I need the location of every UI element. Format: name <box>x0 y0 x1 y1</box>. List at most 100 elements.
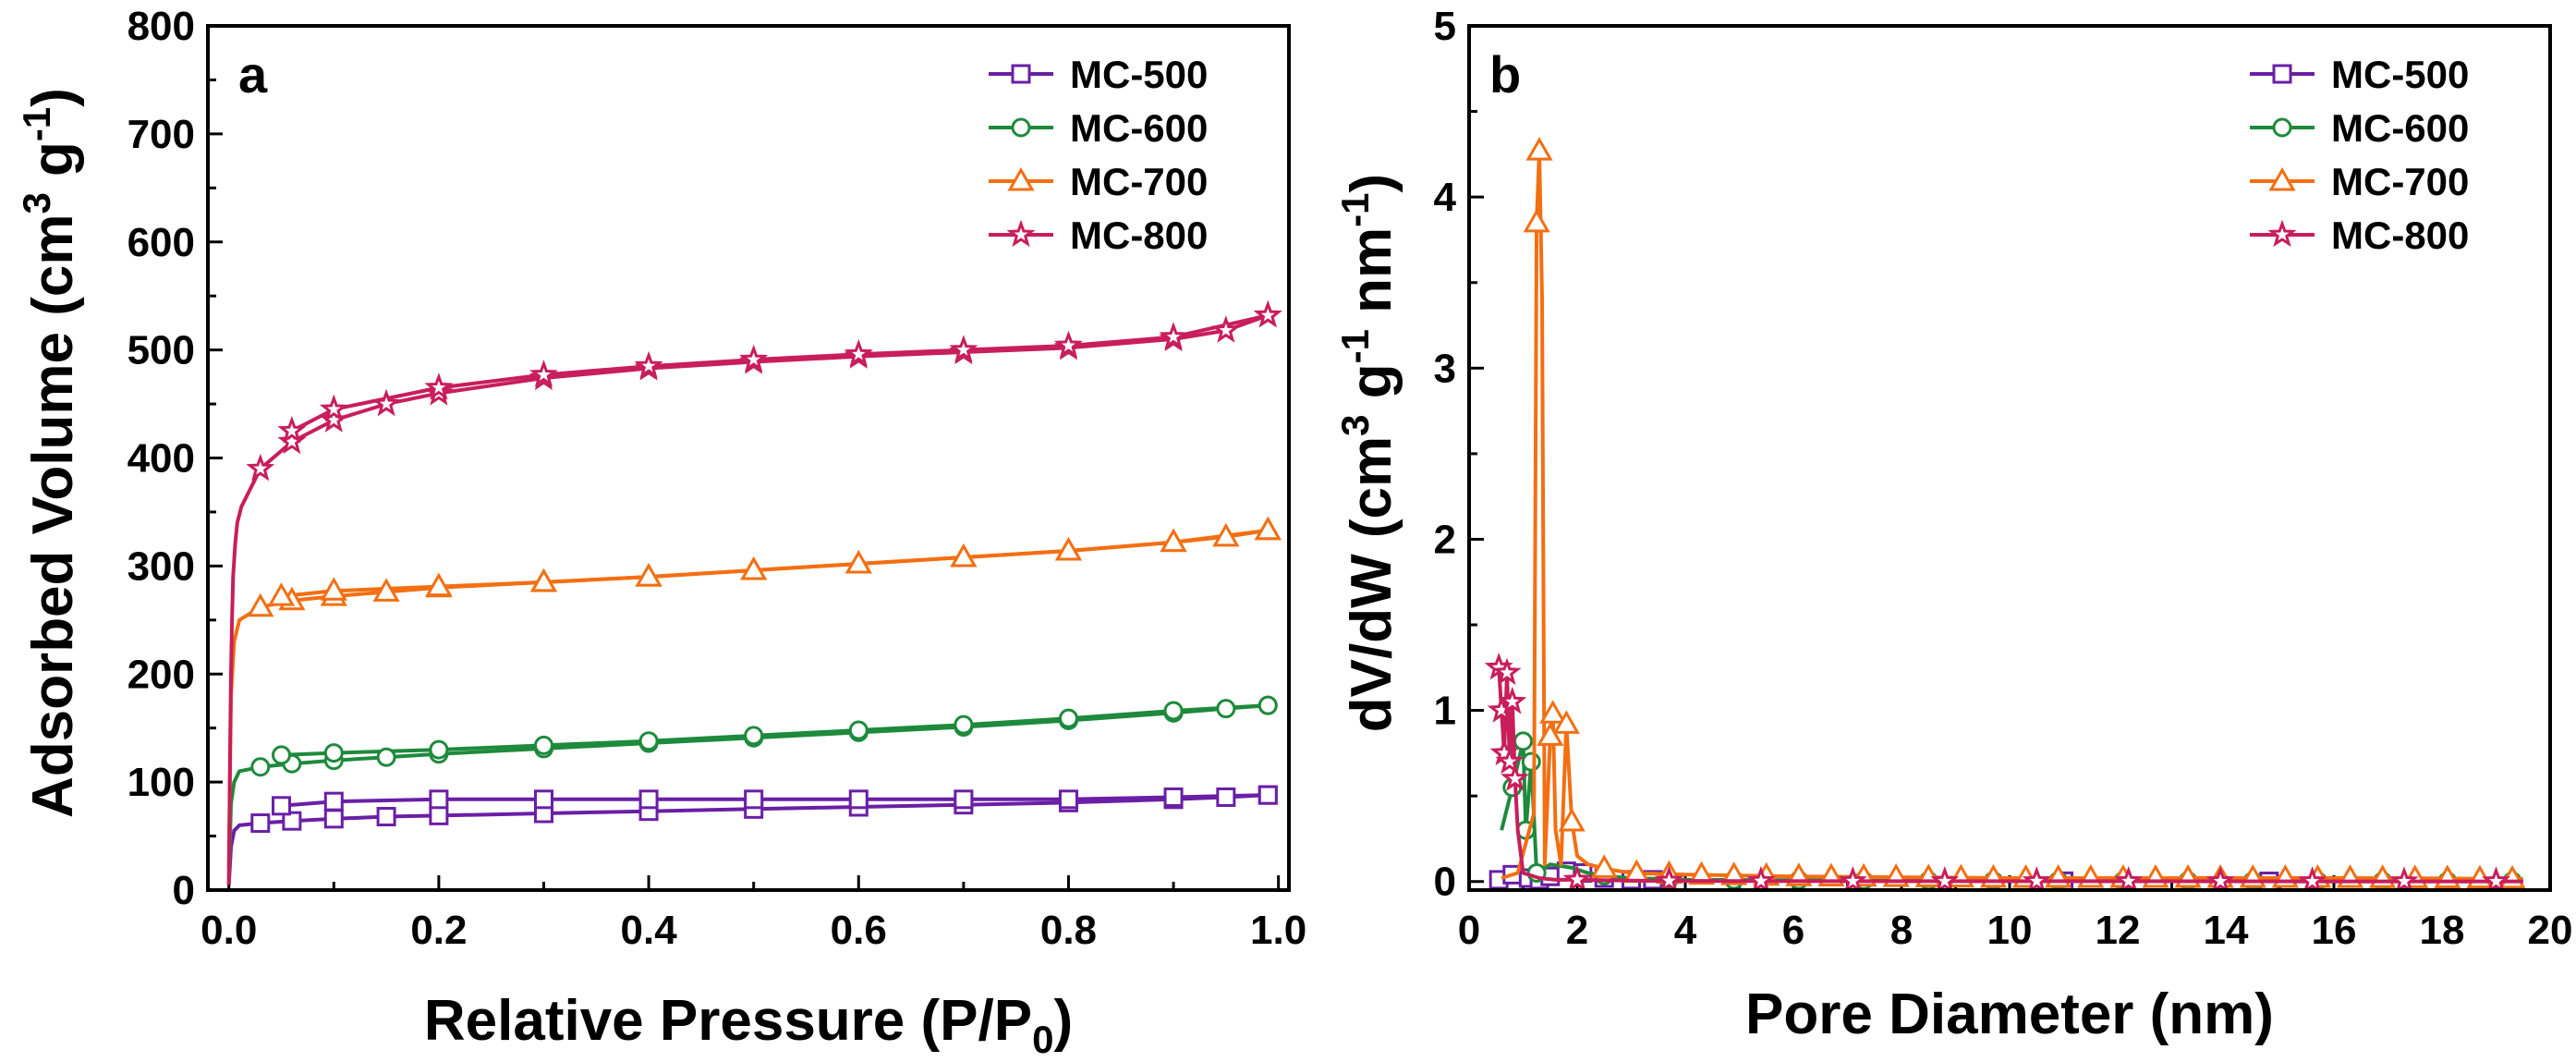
mc-600-adsorption-line <box>226 703 1269 880</box>
legend-label: MC-600 <box>2331 106 2469 150</box>
mc-700-point <box>372 578 400 602</box>
panel-b-x-tick-labels: 0 2 4 6 8 10 12 14 16 18 20 <box>1458 908 2573 953</box>
legend-marker <box>1006 219 1036 248</box>
mc-800-point <box>246 453 275 482</box>
series-mc-800 <box>226 299 1282 885</box>
y-tick-label: 3 <box>1434 346 1456 391</box>
mc-700-point <box>1687 861 1716 885</box>
mc-500-point <box>323 791 344 812</box>
mc-500-point <box>1058 789 1078 810</box>
legend-item-mc-600: MC-600 <box>989 106 1208 150</box>
legend-item-mc-800: MC-800 <box>989 214 1208 257</box>
mc-600-point <box>744 726 764 746</box>
mc-500-point <box>638 789 659 810</box>
mc-700-point <box>635 563 662 587</box>
mc-500-point <box>282 811 302 831</box>
mc-800-point <box>1746 865 1776 890</box>
legend-marker <box>2272 64 2292 84</box>
mc-600-point <box>250 757 271 777</box>
mc-800-point <box>1498 686 1527 714</box>
legend-marker <box>2272 117 2292 138</box>
mc-500-point <box>250 813 271 834</box>
mc-800-distribution-line <box>1497 667 2523 884</box>
mc-600-point <box>272 745 292 765</box>
x-tick-label: 2 <box>1566 908 1588 953</box>
mc-800-point <box>1930 866 1960 890</box>
legend-marker <box>2267 219 2297 248</box>
legend-label: MC-800 <box>1070 214 1208 257</box>
series-mc-500 <box>226 785 1278 885</box>
mc-800-point <box>1159 322 1188 349</box>
mc-700-point <box>1539 700 1567 724</box>
mc-600-point <box>1258 695 1278 715</box>
mc-800-adsorption-line <box>226 313 1269 885</box>
mc-700-point <box>740 556 768 580</box>
panel-a-letter: a <box>238 45 268 104</box>
x-tick-label: 16 <box>2312 908 2357 953</box>
mc-600-point <box>1163 701 1184 721</box>
y-tick-label: 800 <box>128 4 195 49</box>
panel-b-series <box>1484 137 2526 890</box>
mc-700-point <box>1254 516 1282 541</box>
mc-600-distribution-line <box>1500 739 2523 884</box>
mc-500-point <box>429 805 449 825</box>
mc-700-point <box>529 568 558 592</box>
mc-500-point <box>533 789 553 810</box>
mc-700-distribution-line <box>1501 149 2523 881</box>
legend-item-mc-500: MC-500 <box>989 53 1208 96</box>
mc-600-point <box>638 731 659 751</box>
mc-800-point <box>2298 866 2327 890</box>
mc-800-point <box>319 405 348 433</box>
mc-800-point <box>634 350 663 379</box>
mc-700-point <box>950 543 978 568</box>
series-mc-700 <box>226 516 1282 869</box>
mc-800-point <box>949 335 978 362</box>
mc-800-point <box>2389 866 2419 890</box>
y-tick-label: 0 <box>173 868 195 913</box>
panel-a-y-axis-title: Adsorbed Volume (cm3 g-1) <box>15 88 85 818</box>
legend-item-mc-600: MC-600 <box>2250 106 2469 150</box>
legend-item-mc-800: MC-800 <box>2250 214 2469 257</box>
mc-800-desorption-line <box>290 313 1269 433</box>
mc-800-point <box>2114 866 2144 890</box>
mc-700-point <box>1720 861 1748 885</box>
mc-700-desorption-line <box>281 528 1269 599</box>
x-tick-label: 1.0 <box>1250 908 1306 953</box>
y-tick-label: 4 <box>1434 175 1457 220</box>
panel-a-legend: MC-500 MC-600 MC-700 MC-800 <box>989 53 1208 257</box>
mc-800-point <box>1211 315 1241 343</box>
legend-item-mc-500: MC-500 <box>2250 53 2469 96</box>
mc-600-point <box>429 739 449 760</box>
mc-600-point <box>533 735 553 755</box>
y-tick-label: 600 <box>128 220 195 265</box>
x-tick-label: 10 <box>1987 908 2033 953</box>
legend-label: MC-700 <box>1070 160 1208 203</box>
mc-700-point <box>320 577 347 601</box>
panel-b-x-axis-title: Pore Diameter (nm) <box>1745 983 2274 1046</box>
series-mc-800 <box>1484 652 2523 890</box>
x-tick-label: 18 <box>2420 908 2465 953</box>
x-tick-label: 20 <box>2528 908 2573 953</box>
mc-800-point <box>1654 865 1684 890</box>
mc-500-point <box>954 789 974 810</box>
mc-500-point <box>376 807 396 827</box>
mc-700-point <box>1160 528 1187 553</box>
mc-800-point <box>1253 299 1282 328</box>
mc-500-point <box>272 796 292 816</box>
mc-800-point <box>1492 657 1522 686</box>
panel-a-x-tick-labels: 0.0 0.2 0.4 0.6 0.8 1.0 <box>200 908 1306 953</box>
mc-600-point <box>376 747 396 767</box>
legend-item-mc-700: MC-700 <box>2250 160 2469 203</box>
mc-800-point <box>277 416 307 444</box>
x-tick-label: 0.2 <box>410 908 467 953</box>
mc-700-point <box>1054 536 1083 561</box>
legend-label: MC-500 <box>2331 53 2469 96</box>
series-mc-600 <box>1500 731 2523 890</box>
mc-600-point <box>1521 751 1541 772</box>
y-tick-label: 5 <box>1434 4 1456 49</box>
mc-800-point <box>2205 866 2235 890</box>
mc-600-point <box>1216 699 1236 719</box>
legend-marker <box>1011 117 1031 138</box>
x-tick-label: 0.4 <box>621 908 678 953</box>
